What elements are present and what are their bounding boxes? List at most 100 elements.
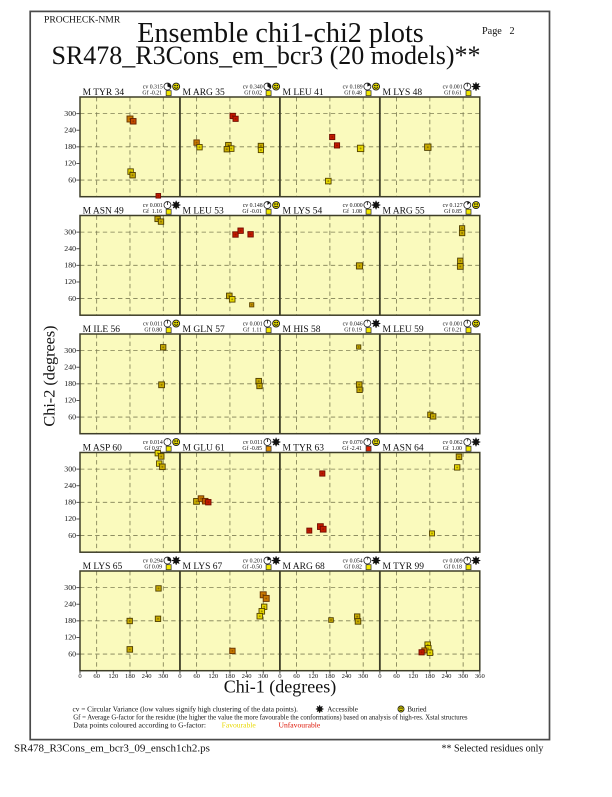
svg-text:M LEU 41: M LEU 41 [283, 88, 324, 98]
svg-text:60: 60 [68, 175, 76, 184]
svg-text:Unfavourable: Unfavourable [279, 720, 321, 729]
svg-text:Gf -0.21: Gf -0.21 [142, 90, 162, 97]
svg-text:180: 180 [64, 616, 76, 625]
svg-text:Buried: Buried [407, 706, 427, 714]
svg-text:cv 0.011: cv 0.011 [243, 440, 263, 446]
svg-text:M GLN 57: M GLN 57 [183, 325, 225, 335]
svg-text:cv 0.000: cv 0.000 [343, 203, 363, 209]
svg-text:cv 0.189: cv 0.189 [343, 85, 363, 91]
svg-text:cv 0.315: cv 0.315 [143, 85, 163, 91]
svg-text:Data points coloured according: Data points coloured according to G-fact… [73, 720, 206, 729]
svg-text:Gf 0.80: Gf 0.80 [144, 327, 162, 334]
svg-text:120: 120 [64, 396, 76, 405]
svg-text:Chi-2 (degrees): Chi-2 (degrees) [41, 325, 59, 426]
svg-text:300: 300 [258, 673, 269, 680]
svg-text:180: 180 [225, 673, 236, 680]
svg-text:60: 60 [393, 673, 400, 680]
svg-text:cv 0.001: cv 0.001 [243, 322, 263, 328]
svg-text:cv 0.001: cv 0.001 [443, 85, 463, 91]
svg-text:cv 0.062: cv 0.062 [443, 440, 463, 446]
svg-text:M LYS 48: M LYS 48 [382, 88, 422, 98]
svg-text:0: 0 [78, 673, 82, 680]
svg-text:60: 60 [68, 294, 76, 303]
svg-text:M ASN 64: M ASN 64 [382, 444, 423, 454]
svg-text:120: 120 [64, 514, 76, 523]
svg-text:cv 0.054: cv 0.054 [343, 559, 363, 565]
svg-text:M TYR 99: M TYR 99 [382, 562, 424, 572]
svg-text:180: 180 [64, 379, 76, 388]
svg-text:300: 300 [64, 464, 76, 473]
svg-text:240: 240 [242, 673, 253, 680]
svg-text:240: 240 [64, 244, 76, 253]
svg-text:M LEU 53: M LEU 53 [183, 207, 224, 217]
svg-text:M LYS 67: M LYS 67 [183, 562, 223, 572]
svg-text:cv 0.011: cv 0.011 [143, 322, 163, 328]
svg-text:cv 0.001: cv 0.001 [443, 322, 463, 328]
svg-text:Gf 0.09: Gf 0.09 [144, 564, 162, 571]
svg-text:cv 0.294: cv 0.294 [143, 559, 163, 565]
svg-text:M TYR 63: M TYR 63 [283, 444, 325, 454]
svg-text:PROCHECK-NMR: PROCHECK-NMR [44, 14, 121, 25]
svg-text:** Selected residues only: ** Selected residues only [442, 744, 544, 755]
svg-text:120: 120 [64, 277, 76, 286]
svg-text:Gf 1.08: Gf 1.08 [343, 208, 362, 215]
svg-text:60: 60 [68, 531, 76, 540]
svg-text:240: 240 [64, 481, 76, 490]
svg-text:M ARG 55: M ARG 55 [382, 207, 424, 217]
svg-text:cv 0.127: cv 0.127 [443, 203, 463, 209]
svg-text:300: 300 [158, 673, 169, 680]
svg-text:cv 0.001: cv 0.001 [143, 203, 163, 209]
svg-text:60: 60 [93, 673, 100, 680]
svg-text:M LYS 65: M LYS 65 [83, 562, 123, 572]
svg-text:120: 120 [208, 673, 219, 680]
svg-text:180: 180 [425, 673, 436, 680]
svg-text:120: 120 [108, 673, 119, 680]
svg-text:240: 240 [64, 362, 76, 371]
svg-text:0: 0 [178, 673, 182, 680]
svg-text:240: 240 [442, 673, 453, 680]
svg-text:300: 300 [64, 346, 76, 355]
svg-text:300: 300 [64, 109, 76, 118]
svg-text:0: 0 [278, 673, 282, 680]
svg-text:cv 0.009: cv 0.009 [443, 559, 463, 565]
svg-text:cv 0.201: cv 0.201 [243, 559, 263, 565]
svg-text:M LEU 59: M LEU 59 [382, 325, 423, 335]
svg-text:M ARG 35: M ARG 35 [183, 88, 225, 98]
svg-text:240: 240 [142, 673, 153, 680]
svg-text:cv = Circular Variance (low va: cv = Circular Variance (low values signi… [73, 705, 299, 714]
svg-text:120: 120 [308, 673, 319, 680]
svg-text:M ASP 60: M ASP 60 [83, 444, 122, 454]
svg-text:300: 300 [358, 673, 369, 680]
svg-text:Favourable: Favourable [222, 720, 257, 729]
svg-text:180: 180 [125, 673, 136, 680]
svg-text:60: 60 [68, 412, 76, 421]
svg-text:0: 0 [378, 673, 382, 680]
svg-text:180: 180 [64, 498, 76, 507]
svg-text:Gf 0.97: Gf 0.97 [144, 445, 162, 452]
svg-text:Gf 0.61: Gf 0.61 [444, 90, 462, 97]
svg-text:Gf -0.85: Gf -0.85 [242, 445, 262, 452]
svg-text:60: 60 [68, 649, 76, 658]
svg-text:Chi-1 (degrees): Chi-1 (degrees) [224, 676, 336, 697]
svg-text:SR478_R3Cons_em_bcr3_09_ensch1: SR478_R3Cons_em_bcr3_09_ensch1ch2.ps [14, 743, 210, 755]
svg-text:240: 240 [342, 673, 353, 680]
svg-text:cv 0.340: cv 0.340 [243, 85, 263, 91]
svg-text:cv 0.148: cv 0.148 [243, 203, 263, 209]
svg-text:Gf -0.50: Gf -0.50 [242, 564, 262, 571]
svg-text:300: 300 [458, 673, 469, 680]
svg-text:Gf 0.18: Gf 0.18 [444, 564, 462, 571]
svg-text:120: 120 [408, 673, 419, 680]
svg-text:Ensemble chi1-chi2 plots: Ensemble chi1-chi2 plots [137, 18, 424, 49]
svg-text:Gf 0.82: Gf 0.82 [344, 564, 362, 571]
svg-text:M ARG 68: M ARG 68 [283, 562, 325, 572]
svg-text:Gf 0.02: Gf 0.02 [244, 90, 262, 97]
svg-text:180: 180 [64, 142, 76, 151]
svg-text:Gf -2.41: Gf -2.41 [342, 445, 362, 452]
svg-text:M ILE 56: M ILE 56 [83, 325, 121, 335]
svg-text:Gf = Average G-factor for the: Gf = Average G-factor for the residue (t… [73, 715, 468, 722]
svg-text:Gf 0.19: Gf 0.19 [344, 327, 362, 334]
svg-text:cv 0.070: cv 0.070 [343, 440, 363, 446]
svg-text:300: 300 [64, 583, 76, 592]
svg-text:240: 240 [64, 125, 76, 134]
svg-text:Gf 1.16: Gf 1.16 [143, 208, 162, 215]
